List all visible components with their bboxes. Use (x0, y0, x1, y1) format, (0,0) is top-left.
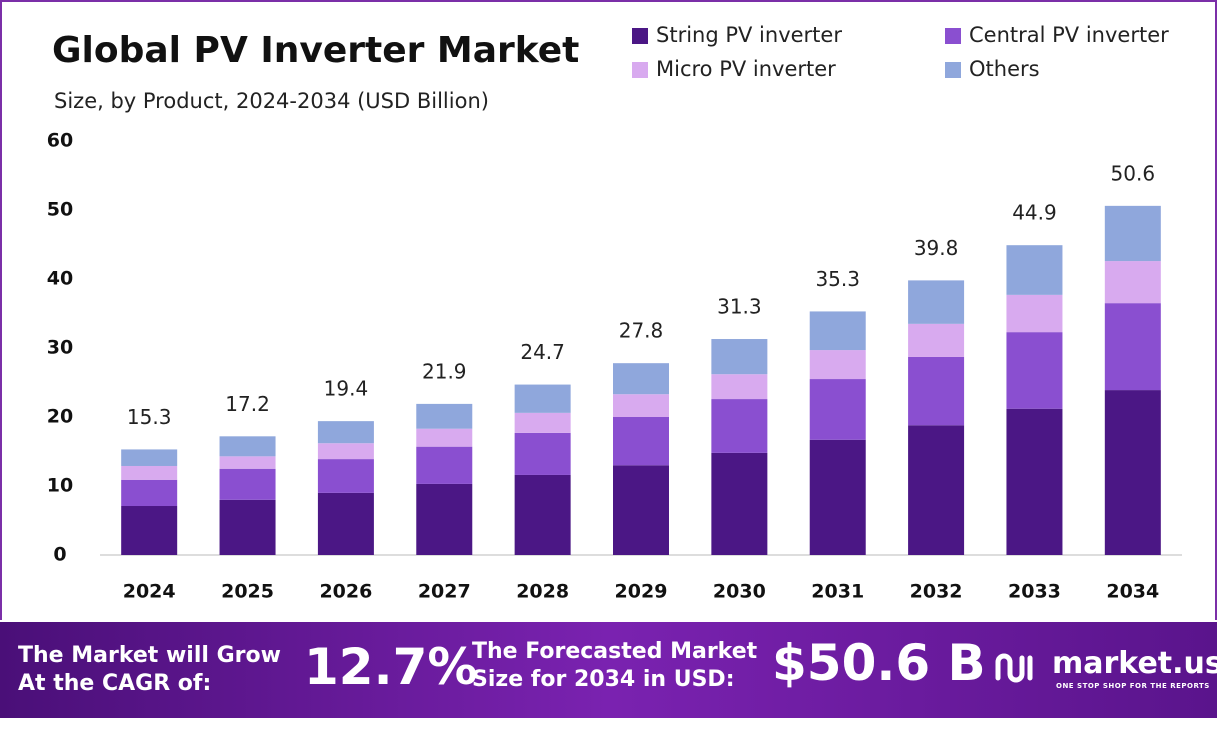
bar-segment (711, 374, 768, 400)
bar-segment (317, 443, 374, 460)
legend-label: Central PV inverter (969, 23, 1169, 47)
bar-segment (711, 399, 768, 453)
bar-segment (1006, 332, 1063, 409)
bar-segment (219, 456, 276, 469)
cagr-label-line: At the CAGR of: (18, 671, 212, 696)
forecast-label-line: The Forecasted Market (472, 639, 758, 664)
bar-segment (121, 449, 178, 466)
bar-segment (416, 428, 473, 447)
y-tick-label: 0 (53, 544, 66, 566)
bar-segment (317, 421, 374, 444)
total-label: 39.8 (914, 236, 959, 260)
bar-segment (1104, 303, 1161, 391)
legend-swatch (945, 28, 961, 44)
bar-segment (1006, 245, 1063, 295)
x-tick-label: 2033 (1008, 581, 1061, 603)
bar-segment (219, 499, 276, 555)
bar-segment (613, 465, 669, 555)
total-label: 31.3 (717, 295, 762, 319)
brand: market.us (1052, 646, 1217, 681)
x-tick-label: 2028 (516, 581, 569, 603)
legend-label: String PV inverter (656, 23, 842, 47)
total-label: 50.6 (1111, 161, 1156, 185)
total-label: 21.9 (422, 359, 467, 383)
y-tick-label: 40 (47, 268, 73, 290)
bar-segment (514, 412, 571, 433)
x-tick-label: 2026 (319, 581, 372, 603)
y-tick-label: 30 (47, 337, 73, 359)
forecast-label: The Forecasted Market Size for 2034 in US… (472, 638, 757, 694)
bar-segment (416, 446, 473, 484)
legend-swatch (632, 62, 648, 78)
chart-title: Global PV Inverter Market (52, 30, 579, 71)
bar-segment (121, 506, 178, 555)
bar-segment (514, 384, 571, 413)
bar-segment (809, 311, 866, 351)
chart-frame (0, 0, 1217, 620)
bar-segment (1006, 408, 1063, 555)
legend-label: Others (969, 57, 1040, 81)
bar-segment (613, 394, 669, 417)
x-tick-label: 2029 (615, 581, 668, 603)
bar-segment (908, 323, 965, 357)
cagr-label-line: The Market will Grow (18, 643, 281, 668)
bar-segment (121, 465, 178, 480)
x-tick-label: 2034 (1106, 581, 1159, 603)
forecast-value: $50.6 B (772, 634, 986, 692)
bar-segment (908, 356, 965, 426)
x-tick-label: 2024 (123, 581, 176, 603)
bar-segment (809, 379, 866, 440)
bar-segment (514, 474, 571, 555)
cagr-value: 12.7% (304, 638, 478, 696)
legend-label: Micro PV inverter (656, 57, 836, 81)
footer-banner: The Market will Grow At the CAGR of: 12.7… (0, 622, 1217, 718)
total-label: 24.7 (520, 340, 565, 364)
bar-segment (1006, 294, 1063, 333)
forecast-label-line: Size for 2034 in USD: (472, 667, 735, 692)
total-label: 27.8 (619, 319, 664, 343)
brand-tagline: ONE STOP SHOP FOR THE REPORTS (1056, 682, 1210, 690)
bar-segment (809, 439, 866, 555)
x-tick-label: 2025 (221, 581, 274, 603)
bar-segment (416, 483, 473, 555)
bar-segment (121, 479, 178, 507)
chart: Global PV Inverter Market Size, by Produ… (47, 23, 1182, 603)
bar-segment (219, 468, 276, 500)
total-label: 19.4 (324, 377, 369, 401)
y-tick-label: 10 (47, 475, 73, 497)
legend-swatch (632, 28, 648, 44)
y-tick-label: 50 (47, 199, 73, 221)
bar-segment (1104, 205, 1161, 262)
bar-segment (317, 459, 374, 493)
bar-segment (1104, 261, 1161, 304)
x-tick-label: 2032 (910, 581, 963, 603)
total-label: 35.3 (815, 267, 860, 291)
legend-swatch (945, 62, 961, 78)
bar-segment (613, 363, 669, 395)
bar-segment (219, 436, 276, 457)
chart-subtitle: Size, by Product, 2024-2034 (USD Billion… (54, 89, 489, 113)
bar-segment (711, 452, 768, 555)
bar-segment (514, 432, 571, 475)
total-label: 17.2 (225, 392, 270, 416)
brand-logo (995, 653, 1033, 683)
bar-segment (613, 417, 669, 466)
x-tick-label: 2030 (713, 581, 766, 603)
bar-segment (908, 280, 965, 324)
bar-segment (416, 403, 473, 429)
y-tick-label: 60 (47, 130, 73, 152)
cagr-label: The Market will Grow At the CAGR of: (18, 642, 281, 698)
y-tick-label: 20 (47, 406, 73, 428)
total-label: 44.9 (1012, 201, 1057, 225)
bar-segment (809, 350, 866, 380)
x-tick-label: 2027 (418, 581, 471, 603)
bar-segment (711, 339, 768, 375)
bar-segment (1104, 390, 1161, 555)
total-label: 15.3 (127, 405, 172, 429)
bar-segment (908, 425, 965, 555)
x-tick-label: 2031 (811, 581, 864, 603)
bar-segment (317, 492, 374, 555)
